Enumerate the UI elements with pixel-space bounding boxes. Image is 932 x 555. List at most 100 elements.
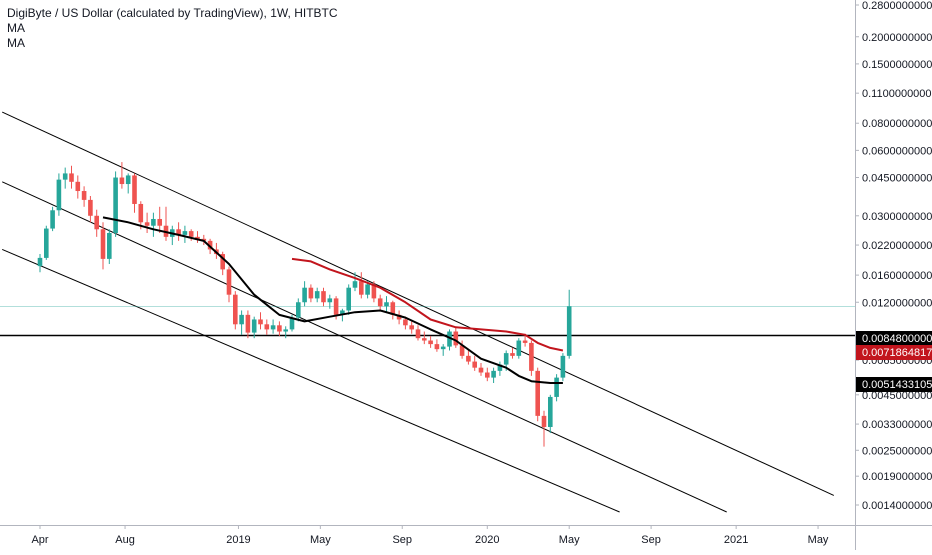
candle [434, 339, 440, 352]
candle [327, 294, 333, 309]
indicator-ma-fast[interactable]: MA [7, 21, 25, 35]
candle-body [333, 298, 339, 315]
candle [188, 229, 194, 241]
y-tick-label: 0.2800000000 [862, 0, 932, 12]
channel-lines [1, 111, 835, 513]
candle-body [302, 287, 307, 303]
candle-body [62, 173, 68, 180]
candle-body [340, 310, 345, 315]
candle-body [510, 353, 515, 356]
candle [566, 289, 572, 359]
ma-slow-line [291, 257, 564, 352]
candle [113, 171, 118, 237]
time-scale[interactable]: Apr Aug 2019 May Sep 2020 May Sep 2021 May [31, 525, 829, 546]
candle-body [182, 231, 188, 235]
candle-body [144, 222, 150, 226]
horizontal-line [0, 306, 855, 337]
candle-body [327, 298, 333, 303]
candle [37, 254, 43, 273]
candle [529, 340, 534, 376]
candle-body [516, 340, 522, 356]
candle-body [283, 329, 288, 332]
candle-body [321, 291, 326, 303]
candle [69, 165, 74, 189]
price-label-text: 0.0071864817 [862, 347, 932, 359]
candle [132, 173, 137, 213]
candle-body [138, 203, 144, 223]
candle [409, 321, 414, 334]
candle [138, 201, 144, 230]
candle-body [434, 344, 440, 350]
candle [453, 327, 459, 348]
price-scale[interactable]: 0.2800000000 0.2000000000 0.1500000000 0.11… [855, 0, 932, 512]
candle [220, 251, 225, 276]
candle-body [371, 284, 377, 299]
candle [157, 206, 162, 233]
candle-body [207, 240, 213, 250]
candle-body [88, 199, 93, 216]
candle-body [201, 238, 207, 241]
x-tick-label: Sep [641, 534, 661, 546]
y-tick-label: 0.2000000000 [862, 32, 932, 44]
candle [56, 173, 62, 216]
candle-body [390, 302, 396, 315]
candle [62, 167, 68, 189]
candle [195, 231, 200, 243]
candle [94, 209, 99, 237]
candle-body [270, 325, 276, 330]
candle-body [81, 191, 87, 200]
candle [119, 162, 125, 189]
candle [485, 367, 490, 382]
candle-body [415, 329, 421, 339]
candle-body [365, 284, 370, 295]
candle [535, 367, 540, 422]
candle [163, 206, 169, 241]
channel-line-1 [1, 111, 835, 496]
candle [302, 281, 307, 307]
candle [107, 229, 112, 264]
candle [422, 331, 427, 345]
candle [125, 173, 131, 194]
candle [233, 291, 238, 330]
y-tick-label: 0.0019000000 [862, 471, 932, 483]
candle [176, 222, 181, 241]
price-label-bg [856, 331, 932, 346]
candle-body [157, 218, 162, 226]
candle [226, 266, 232, 303]
candle-body [69, 173, 74, 182]
candle-body [100, 229, 106, 259]
candle [516, 338, 522, 359]
x-tick-label: Sep [392, 534, 412, 546]
ma-fast-line [102, 216, 563, 384]
candle [277, 321, 282, 336]
y-tick-label: 0.0220000000 [862, 240, 932, 252]
candle-body [239, 314, 244, 325]
candle-body [296, 302, 301, 318]
price-label-text: 0.0051433105 [862, 379, 932, 391]
chart-legend[interactable]: DigiByte / US Dollar (calculated by Trad… [7, 6, 338, 51]
candle-body [125, 175, 131, 185]
candle-body [308, 287, 314, 299]
candle [472, 355, 477, 371]
chart-title: DigiByte / US Dollar (calculated by Trad… [7, 6, 338, 20]
candle-body [113, 177, 118, 233]
candle [182, 225, 188, 243]
channel-line-3 [2, 248, 620, 513]
candle [100, 222, 106, 270]
candle-body [466, 355, 471, 362]
indicator-ma-slow[interactable]: MA [7, 36, 25, 50]
candle-body [132, 175, 137, 204]
candlesticks [37, 162, 572, 447]
candle-body [359, 281, 364, 295]
candle-body [264, 324, 270, 330]
candle-body [409, 325, 414, 330]
y-tick-label: 0.1500000000 [862, 59, 932, 71]
candle [428, 335, 433, 348]
candle-body [440, 346, 446, 350]
candle [321, 287, 326, 307]
candle [403, 316, 408, 330]
candle-body [396, 314, 402, 320]
